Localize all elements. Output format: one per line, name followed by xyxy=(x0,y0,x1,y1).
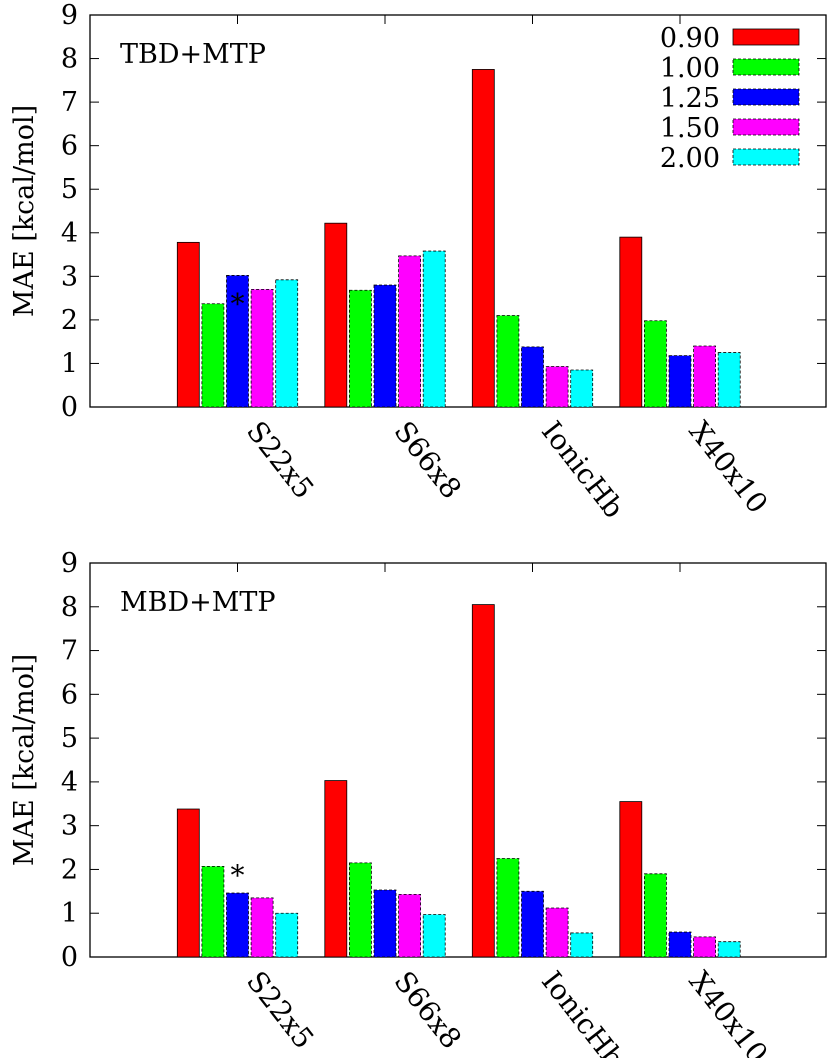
legend-label: 1.25 xyxy=(660,83,720,114)
bar-x40x10-1-00 xyxy=(644,320,667,408)
bar-x40x10-1-00 xyxy=(644,873,667,958)
y-tick-label: 6 xyxy=(61,131,78,162)
y-tick-label: 7 xyxy=(61,87,78,118)
legend-label: 1.00 xyxy=(660,53,720,84)
bar-s22x5-0-90 xyxy=(176,241,200,408)
y-tick-label: 9 xyxy=(61,0,78,31)
x-tick-label: X40x10 xyxy=(682,415,774,520)
bar-ionichb-1-00 xyxy=(496,315,520,408)
panel-label: MBD+MTP xyxy=(120,587,276,618)
y-tick-label: 5 xyxy=(61,723,78,754)
bar-ionichb-1-25 xyxy=(521,890,544,958)
y-tick-label: 2 xyxy=(61,854,78,885)
bar-s66x8-1-50 xyxy=(398,893,422,958)
bar-s22x5-1-00 xyxy=(201,865,225,958)
y-tick-label: 6 xyxy=(61,679,78,710)
plot-frame xyxy=(89,14,827,408)
bar-x40x10-1-50 xyxy=(693,345,716,408)
bar-x40x10-1-25 xyxy=(668,355,692,408)
y-tick-label: 7 xyxy=(61,636,78,667)
bar-s66x8-2-00 xyxy=(422,250,446,408)
chart-panel-1: 0 1 2 3 4 5 6 7 8 9 MAE [kcal/mol] TBD+MTP S22x5 S66x… xyxy=(9,0,827,524)
chart-panel-2: 0 1 2 3 4 5 6 7 8 9 MAE [kcal/mol] MBD+MTP S22x5 S66x… xyxy=(9,548,827,1063)
legend-swatch-0-90 xyxy=(732,28,800,46)
y-tick-label: 0 xyxy=(61,942,78,973)
bar-x40x10-1-25 xyxy=(668,931,692,958)
y-tick-label: 1 xyxy=(61,898,78,929)
x-tick-label: S66x8 xyxy=(387,965,467,1055)
bar-ionichb-1-50 xyxy=(545,907,569,958)
y-axis-label: MAE [kcal/mol] xyxy=(9,105,40,317)
x-tick-label: IonicHb xyxy=(535,965,631,1058)
plot-frame xyxy=(89,562,827,958)
bar-s66x8-0-90 xyxy=(324,780,348,958)
legend-swatch-1-00 xyxy=(732,58,800,76)
annotation-asterisk: * xyxy=(231,859,245,892)
bar-s22x5-1-50 xyxy=(250,288,274,408)
legend-label: 2.00 xyxy=(660,143,720,174)
x-tick-label: X40x10 xyxy=(682,965,774,1058)
bar-s22x5-2-00 xyxy=(275,279,299,408)
legend-label: 0.90 xyxy=(660,23,720,54)
bar-s22x5-1-25 xyxy=(226,275,249,408)
bar-s66x8-1-00 xyxy=(348,862,372,958)
annotation-asterisk: * xyxy=(231,287,245,320)
bar-s66x8-1-50 xyxy=(398,255,422,408)
y-tick-label: 3 xyxy=(61,811,78,842)
bar-ionichb-1-25 xyxy=(521,346,544,408)
panel-label: TBD+MTP xyxy=(120,39,266,70)
y-tick-label: 8 xyxy=(61,44,78,75)
bar-x40x10-2-00 xyxy=(717,352,741,408)
bar-ionichb-2-00 xyxy=(570,369,594,408)
legend: 0.901.001.251.502.00 xyxy=(660,23,800,174)
bar-x40x10-0-90 xyxy=(619,236,643,408)
bar-ionichb-1-50 xyxy=(545,366,569,408)
bar-x40x10-1-50 xyxy=(693,936,716,958)
y-tick-label: 1 xyxy=(61,348,78,379)
x-tick-label: S22x5 xyxy=(240,415,320,505)
bar-x40x10-0-90 xyxy=(619,801,643,958)
bar-ionichb-0-90 xyxy=(471,604,495,958)
legend-swatch-1-25 xyxy=(732,88,800,106)
y-axis-label: MAE [kcal/mol] xyxy=(9,654,40,866)
legend-label: 1.50 xyxy=(660,113,720,144)
bar-s22x5-2-00 xyxy=(275,912,299,958)
bar-s66x8-0-90 xyxy=(324,222,348,408)
bar-x40x10-2-00 xyxy=(717,941,741,958)
bar-ionichb-2-00 xyxy=(570,932,594,958)
x-tick-label: IonicHb xyxy=(535,415,631,524)
bar-s66x8-1-25 xyxy=(373,284,397,408)
bar-s22x5-1-50 xyxy=(250,897,274,958)
y-tick-label: 5 xyxy=(61,174,78,205)
x-tick-label: S66x8 xyxy=(387,415,467,505)
bar-ionichb-0-90 xyxy=(471,69,495,408)
y-tick-label: 2 xyxy=(61,305,78,336)
legend-swatch-1-50 xyxy=(732,118,800,136)
bar-s66x8-2-00 xyxy=(422,914,446,958)
bar-s22x5-0-90 xyxy=(176,808,200,958)
y-tick-label: 3 xyxy=(61,261,78,292)
y-tick-label: 4 xyxy=(61,218,78,249)
y-tick-label: 0 xyxy=(61,392,78,423)
bar-s22x5-1-25 xyxy=(226,892,249,958)
x-tick-label: S22x5 xyxy=(240,965,320,1055)
bar-ionichb-1-00 xyxy=(496,858,520,958)
bar-s22x5-1-00 xyxy=(201,303,225,408)
bar-s66x8-1-00 xyxy=(348,289,372,408)
y-tick-label: 8 xyxy=(61,592,78,623)
legend-swatch-2-00 xyxy=(732,148,800,166)
bar-s66x8-1-25 xyxy=(373,889,397,958)
y-tick-label: 9 xyxy=(61,548,78,579)
y-tick-label: 4 xyxy=(61,767,78,798)
